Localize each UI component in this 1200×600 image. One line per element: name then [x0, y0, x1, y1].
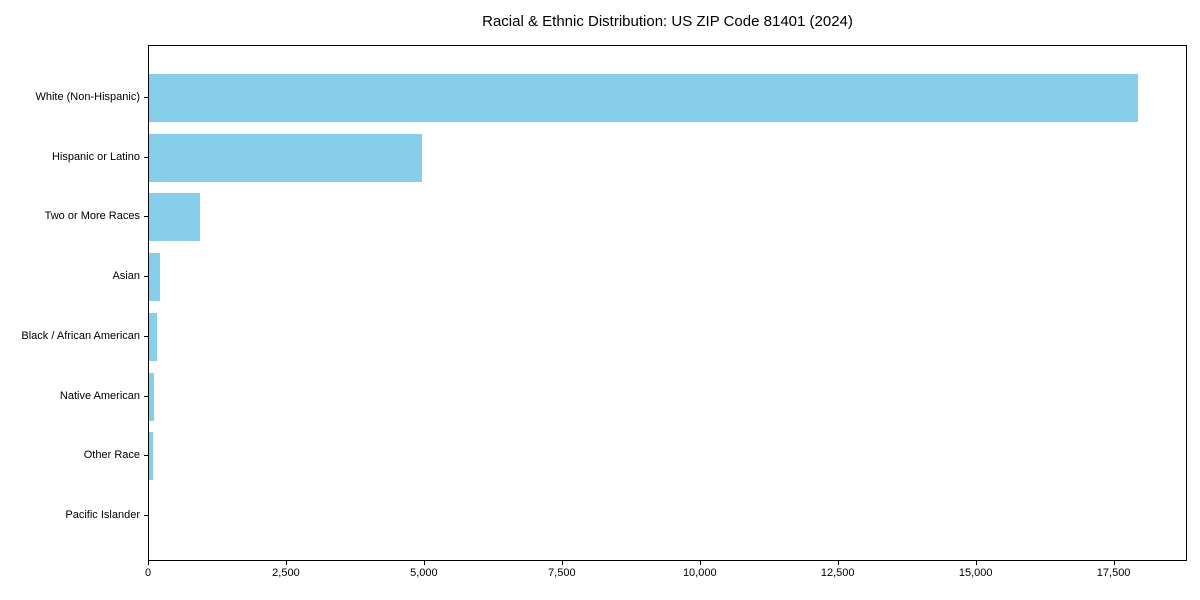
- bar-asian: [149, 253, 161, 302]
- y-tick-label: Black / African American: [21, 329, 140, 342]
- y-tick-label: Other Race: [83, 449, 140, 462]
- y-tick-label: White (Non-Hispanic): [35, 91, 140, 103]
- bar-native-american: [149, 372, 154, 421]
- plot-area: [148, 45, 1187, 561]
- x-tick-label: 5,000: [410, 567, 438, 579]
- bar-white-non-hispanic: [149, 74, 1139, 122]
- x-tick-label: 0: [144, 567, 152, 579]
- x-tick-mark: [837, 561, 839, 565]
- x-tick-label: 2,500: [272, 567, 300, 579]
- x-tick-mark: [699, 561, 701, 565]
- x-tick-label: 7,500: [548, 567, 576, 579]
- y-tick-mark: [144, 514, 148, 516]
- chart-title: Racial & Ethnic Distribution: US ZIP Cod…: [482, 13, 853, 30]
- y-tick-mark: [144, 395, 148, 397]
- x-tick-mark: [1113, 561, 1115, 565]
- y-tick-label: Hispanic or Latino: [51, 150, 140, 163]
- y-tick-mark: [144, 276, 148, 278]
- bar-two-or-more-races: [149, 193, 200, 242]
- bar-other-race: [149, 432, 154, 481]
- x-tick-label: 15,000: [958, 567, 993, 579]
- bar-hispanic-or-latino: [149, 133, 423, 182]
- x-tick-mark: [423, 561, 425, 565]
- y-tick-mark: [144, 97, 148, 98]
- y-tick-mark: [144, 455, 148, 457]
- y-tick-mark: [144, 216, 148, 218]
- y-tick-label: Two or More Races: [44, 210, 140, 223]
- x-tick-mark: [148, 561, 149, 565]
- x-tick-mark: [975, 561, 977, 565]
- x-tick-mark: [561, 561, 563, 565]
- y-tick-label: Native American: [59, 389, 140, 402]
- bar-black-african-american: [149, 312, 157, 361]
- y-tick-label: Pacific Islander: [65, 508, 140, 521]
- x-tick-label: 12,500: [820, 567, 855, 579]
- y-tick-label: Asian: [112, 270, 140, 283]
- x-tick-label: 10,000: [682, 567, 717, 579]
- y-tick-mark: [144, 335, 148, 337]
- y-tick-mark: [144, 156, 148, 158]
- x-tick-mark: [285, 561, 287, 565]
- x-tick-label: 17,500: [1096, 567, 1131, 579]
